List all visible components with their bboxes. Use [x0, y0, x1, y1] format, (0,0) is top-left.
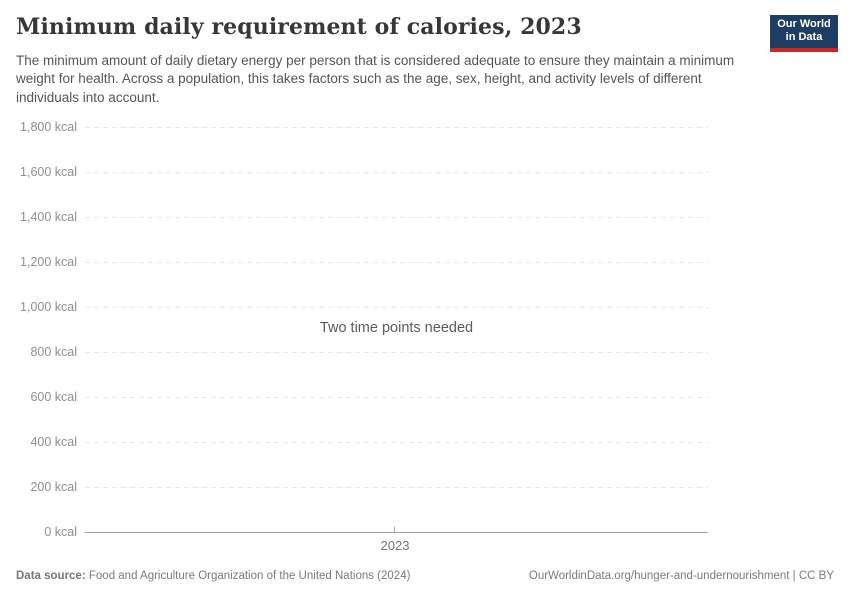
y-axis-tick-label: 1,200 kcal: [20, 255, 77, 269]
empty-state-message: Two time points needed: [319, 320, 474, 336]
data-source-label: Data source:: [16, 570, 86, 582]
y-axis-tick-label: 1,400 kcal: [20, 210, 77, 224]
gridline: [85, 172, 708, 173]
data-source-note: Data source: Food and Agriculture Organi…: [16, 570, 410, 582]
gridline: [85, 217, 708, 218]
gridline: [85, 352, 708, 353]
x-axis-line: [85, 532, 708, 533]
page-title: Minimum daily requirement of calories, 2…: [16, 14, 582, 40]
chart-subtitle: The minimum amount of daily dietary ener…: [16, 53, 735, 105]
y-axis-tick-label: 1,600 kcal: [20, 165, 77, 179]
x-axis-tick-label: 2023: [380, 538, 410, 553]
gridline: [85, 127, 708, 128]
x-axis-tick: [394, 527, 395, 532]
y-axis-tick-label: 1,000 kcal: [20, 300, 77, 314]
owid-logo-line1: Our World: [777, 18, 831, 30]
y-axis-tick-label: 200 kcal: [30, 480, 77, 494]
y-axis-tick-label: 400 kcal: [30, 435, 77, 449]
owid-logo-line2: in Data: [785, 31, 823, 43]
data-source-value: Food and Agriculture Organization of the…: [88, 570, 411, 582]
gridline: [85, 442, 708, 443]
gridline: [85, 307, 708, 308]
y-axis-tick-label: 800 kcal: [30, 345, 77, 359]
owid-cc-link[interactable]: OurWorldinData.org/hunger-and-undernouri…: [528, 570, 834, 582]
gridline: [85, 397, 708, 398]
y-axis-tick-label: 0 kcal: [44, 525, 77, 539]
chart-footer: Data source: Food and Agriculture Organi…: [16, 570, 834, 582]
gridline: [85, 487, 708, 488]
y-axis-tick-label: 1,800 kcal: [20, 120, 77, 134]
y-axis-tick-label: 600 kcal: [30, 390, 77, 404]
gridline: [85, 262, 708, 263]
owid-logo[interactable]: Our World in Data: [770, 15, 838, 52]
